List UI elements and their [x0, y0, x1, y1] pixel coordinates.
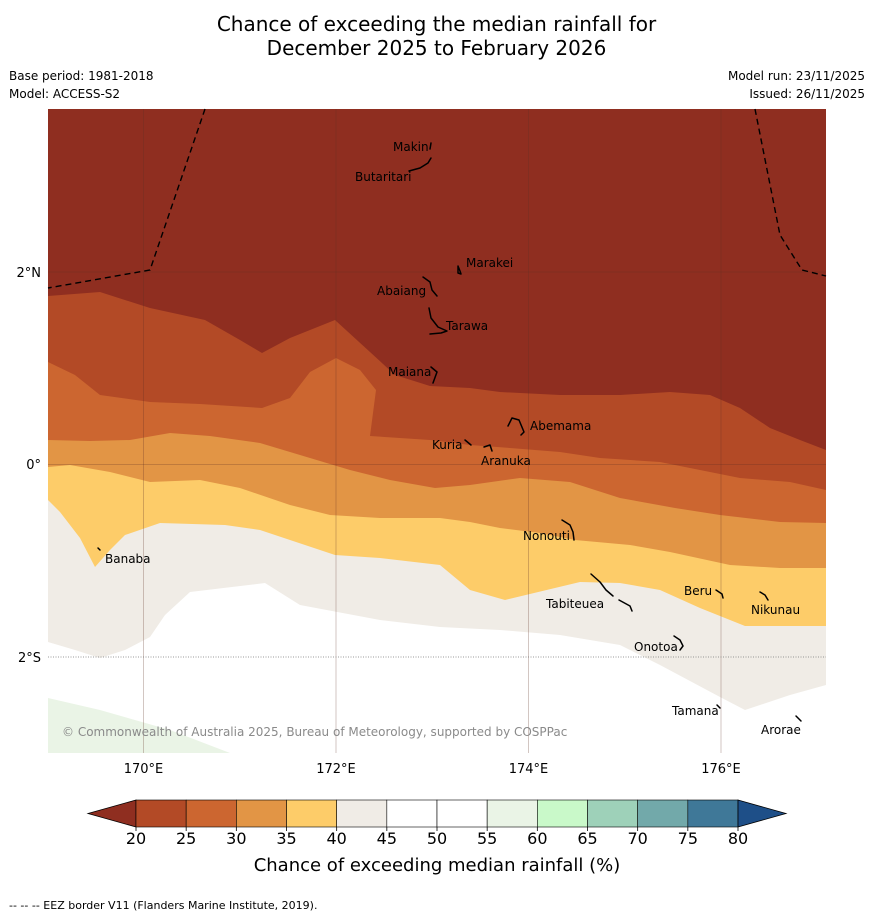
model-name: Model: ACCESS-S2 — [9, 87, 121, 101]
colorbar-bin-75-80 — [687, 799, 739, 828]
label-beru: Beru — [684, 584, 712, 598]
model-run-date: Model run: 23/11/2025 — [727, 69, 865, 83]
island-tamana — [716, 704, 721, 709]
axis-labels: 2°N 0° 2°S 170°E 172°E 174°E 176°E — [17, 266, 741, 777]
island-beru — [715, 589, 724, 599]
colorbar-tick-label: 35 — [276, 829, 296, 848]
island-nikunau — [759, 591, 769, 601]
colorbar-tick-label: 50 — [427, 829, 447, 848]
colorbar-bin-20-25 — [135, 799, 187, 828]
colorbar-tick-label: 65 — [577, 829, 597, 848]
label-banaba: Banaba — [105, 552, 151, 566]
colorbar-tick-label: 55 — [477, 829, 497, 848]
label-nikunau: Nikunau — [751, 603, 800, 617]
colorbar-bin-40-45 — [336, 799, 388, 828]
issued-date: Issued: 26/11/2025 — [749, 87, 865, 101]
label-onotoa: Onotoa — [634, 640, 678, 654]
label-aranuka: Aranuka — [481, 454, 531, 468]
label-tamana: Tamana — [671, 704, 719, 718]
copyright-notice: © Commonwealth of Australia 2025, Bureau… — [62, 725, 567, 739]
colorbar-tick-label: 45 — [377, 829, 397, 848]
colorbar-bin-45-50 — [386, 799, 438, 828]
lat-label-0: 0° — [26, 458, 41, 473]
lat-label-2s: 2°S — [18, 651, 41, 666]
metadata-left: Base period: 1981-2018 Model: ACCESS-S2 — [9, 67, 154, 103]
label-butaritari: Butaritari — [355, 170, 412, 184]
lon-label-172: 172°E — [316, 762, 356, 777]
island-arorae — [795, 715, 802, 722]
lon-label-176: 176°E — [701, 762, 741, 777]
graticule — [48, 109, 826, 753]
probability-fields — [48, 109, 826, 753]
label-makin: Makin — [393, 140, 429, 154]
colorbar-tick-label: 25 — [176, 829, 196, 848]
island-aranuka — [483, 444, 493, 452]
colorbar-tick-label: 75 — [678, 829, 698, 848]
colorbar-bin-70-75 — [637, 799, 689, 828]
colorbar-over-arrow — [737, 799, 788, 828]
colorbar-under-arrow — [86, 799, 137, 828]
lat-label-2n: 2°N — [17, 266, 42, 281]
map-title: Chance of exceeding the median rainfall … — [0, 12, 873, 60]
colorbar: 20 25 30 35 40 45 50 55 60 65 70 75 80 — [86, 799, 788, 848]
label-abaiang: Abaiang — [377, 284, 426, 298]
label-nonouti: Nonouti — [523, 529, 570, 543]
base-period: Base period: 1981-2018 — [9, 69, 154, 83]
eez-border-west — [47, 108, 206, 289]
eez-borders — [47, 108, 827, 289]
colorbar-bin-60-65 — [537, 799, 588, 828]
island-tabiteuea — [590, 573, 633, 612]
label-marakei: Marakei — [466, 256, 513, 270]
map-title-line1: Chance of exceeding the median rainfall … — [216, 12, 657, 36]
colorbar-bin-30-35 — [236, 799, 287, 828]
colorbar-title: Chance of exceeding median rainfall (%) — [254, 855, 621, 876]
island-kuria — [464, 439, 472, 446]
island-tarawa — [428, 307, 448, 335]
metadata-right: Model run: 23/11/2025 Issued: 26/11/2025 — [728, 67, 865, 103]
island-maiana — [430, 366, 438, 384]
colorbar-bin-50-55 — [436, 799, 488, 828]
field-55-60 — [48, 698, 230, 753]
eez-footnote: -- -- -- EEZ border V11 (Flanders Marine… — [9, 899, 318, 912]
island-butaritari — [408, 157, 432, 172]
island-nonouti — [561, 519, 575, 541]
place-labels: Makin Butaritari Marakei Abaiang Tarawa … — [105, 140, 801, 737]
colorbar-bin-25-30 — [185, 799, 237, 828]
colorbar-bin-35-40 — [286, 799, 337, 828]
island-makin — [429, 142, 432, 150]
label-maiana: Maiana — [388, 365, 431, 379]
eez-border-east — [754, 108, 827, 277]
colorbar-bin-65-70 — [587, 799, 638, 828]
island-onotoa — [673, 635, 684, 651]
colorbar-bin-55-60 — [486, 799, 538, 828]
colorbar-tick-label: 30 — [226, 829, 246, 848]
colorbar-tick-label: 80 — [728, 829, 748, 848]
islands — [97, 142, 802, 722]
island-abaiang — [422, 276, 438, 297]
colorbar-tick-label: 20 — [126, 829, 146, 848]
colorbar-tick-label: 70 — [627, 829, 647, 848]
island-marakei — [457, 265, 462, 275]
label-kuria: Kuria — [432, 438, 463, 452]
label-arorae: Arorae — [761, 723, 801, 737]
map-title-line2: December 2025 to February 2026 — [266, 36, 607, 60]
field-below-20 — [48, 109, 826, 450]
lon-label-170: 170°E — [124, 762, 164, 777]
island-banaba — [97, 547, 101, 551]
label-abemama: Abemama — [530, 419, 591, 433]
label-tabiteuea: Tabiteuea — [545, 597, 604, 611]
island-abemama — [507, 417, 525, 436]
colorbar-tick-label: 60 — [527, 829, 547, 848]
colorbar-tick-label: 40 — [326, 829, 346, 848]
lon-label-174: 174°E — [509, 762, 549, 777]
label-tarawa: Tarawa — [445, 319, 488, 333]
